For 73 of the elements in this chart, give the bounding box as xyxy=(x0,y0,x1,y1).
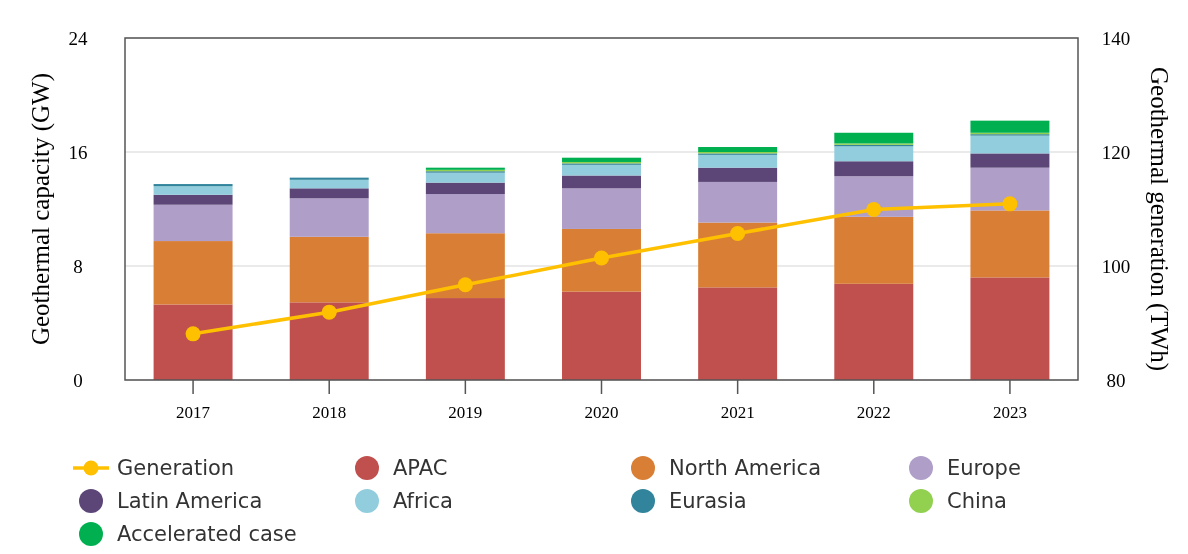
bar xyxy=(970,120,1050,133)
y2-tick-label: 120 xyxy=(1101,141,1131,163)
x-tick-label: 2017 xyxy=(176,403,211,422)
bar xyxy=(153,304,233,380)
bar xyxy=(562,164,641,176)
bar xyxy=(970,210,1050,278)
bar xyxy=(425,172,505,183)
point xyxy=(321,304,337,320)
legend-label: China xyxy=(947,489,1007,514)
bar xyxy=(698,222,778,288)
point xyxy=(730,226,746,242)
bar xyxy=(425,194,505,234)
x-tick-label: 2021 xyxy=(720,403,755,422)
legend-label: Generation xyxy=(117,456,235,481)
bar xyxy=(970,153,1050,168)
bar xyxy=(698,167,778,182)
point xyxy=(866,202,882,218)
legend-label: APAC xyxy=(393,456,448,481)
point xyxy=(594,250,609,266)
legend-label: Africa xyxy=(393,489,453,514)
bar xyxy=(834,216,914,284)
point xyxy=(457,277,473,293)
legend-label: Accelerated case xyxy=(117,522,297,547)
bar xyxy=(289,236,369,303)
bar xyxy=(425,298,505,380)
bar xyxy=(425,182,505,195)
bar xyxy=(970,277,1050,380)
bar xyxy=(153,241,233,305)
y2-tick-label: 80 xyxy=(1106,369,1126,391)
legend-label: North America xyxy=(669,456,822,481)
y-tick-label: 8 xyxy=(73,255,83,277)
legend-label: Eurasia xyxy=(669,489,747,514)
point xyxy=(1002,196,1018,212)
bar xyxy=(970,135,1050,154)
bar xyxy=(289,177,369,180)
point xyxy=(185,326,201,342)
bar xyxy=(153,184,233,187)
bar xyxy=(698,287,778,380)
x-tick-label: 2023 xyxy=(992,403,1027,422)
bar xyxy=(289,302,369,380)
bar xyxy=(834,161,914,177)
bar xyxy=(834,283,914,380)
bar xyxy=(698,147,778,152)
x-tick-label: 2022 xyxy=(856,403,891,422)
bar xyxy=(153,194,233,205)
bar xyxy=(562,175,641,189)
bar xyxy=(289,188,369,199)
bar xyxy=(562,188,641,229)
x-tick-label: 2019 xyxy=(448,403,483,422)
x-tick-label: 2018 xyxy=(312,403,347,422)
y-tick-label: 24 xyxy=(68,27,88,49)
bar xyxy=(425,233,505,299)
bar xyxy=(834,132,914,144)
bar xyxy=(562,291,641,380)
y-axis-title: Geothermal capacity (GW) xyxy=(26,72,55,346)
x-tick-label: 2020 xyxy=(584,403,619,422)
y-tick-label: 16 xyxy=(68,141,88,163)
bar xyxy=(289,198,369,237)
legend-label: Europe xyxy=(947,456,1021,481)
bar xyxy=(153,186,233,195)
bar xyxy=(698,181,778,223)
y2-axis-title: Geothermal generation (TWh) xyxy=(1145,66,1174,372)
legend-label: Latin America xyxy=(117,489,263,514)
bar xyxy=(970,167,1050,211)
bar xyxy=(834,146,914,162)
bar xyxy=(562,228,641,292)
y-tick-label: 0 xyxy=(73,369,83,391)
bar xyxy=(289,179,369,189)
bar xyxy=(153,204,233,242)
y2-tick-label: 100 xyxy=(1101,255,1131,277)
y2-tick-label: 140 xyxy=(1101,27,1131,49)
bar xyxy=(562,157,641,162)
bar xyxy=(698,154,778,168)
